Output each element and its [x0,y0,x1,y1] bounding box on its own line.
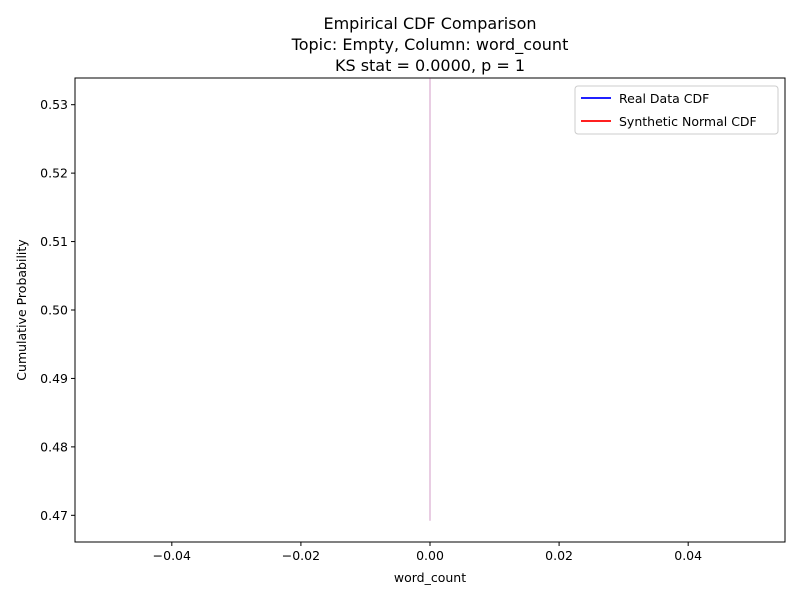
title-line-3: KS stat = 0.0000, p = 1 [335,56,525,75]
y-tick-label: 0.53 [40,97,68,112]
legend-label-synthetic: Synthetic Normal CDF [619,114,757,129]
y-tick-label: 0.50 [40,303,68,318]
y-tick-label: 0.49 [40,371,68,386]
x-tick-label: 0.04 [674,548,702,563]
y-tick-label: 0.51 [40,234,68,249]
legend-box [574,85,779,135]
title-line-2: Topic: Empty, Column: word_count [291,35,569,55]
x-axis-ticks: −0.04 −0.02 0.00 0.02 0.04 [153,542,702,563]
y-tick-label: 0.48 [40,439,68,454]
y-axis-label: Cumulative Probability [14,239,29,381]
x-axis-label: word_count [394,570,466,585]
title-line-1: Empirical CDF Comparison [323,14,536,33]
x-tick-label: 0.00 [416,548,444,563]
x-tick-label: −0.02 [282,548,320,563]
y-axis-ticks: 0.47 0.48 0.49 0.50 0.51 0.52 0.53 [40,97,75,523]
legend: Real Data CDF Synthetic Normal CDF [574,85,779,135]
x-tick-label: −0.04 [153,548,191,563]
x-tick-label: 0.02 [545,548,573,563]
y-tick-label: 0.52 [40,166,68,181]
legend-label-real: Real Data CDF [619,91,709,106]
chart-title: Empirical CDF Comparison Topic: Empty, C… [291,14,569,75]
y-tick-label: 0.47 [40,508,68,523]
